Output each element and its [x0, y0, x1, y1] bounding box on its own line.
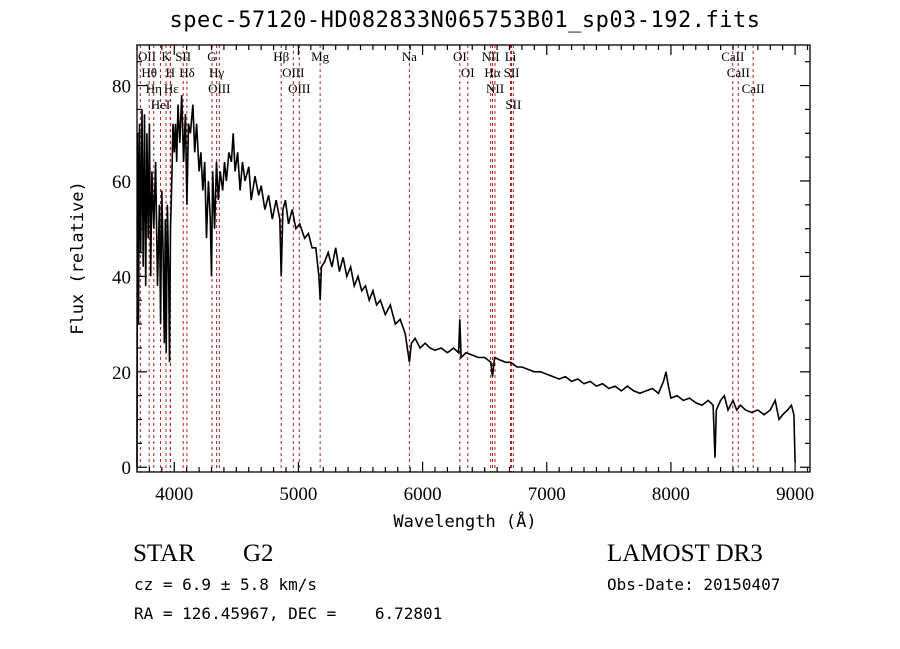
spectral-line-label: OII	[138, 49, 156, 64]
spectral-line-label: Hε	[164, 81, 179, 96]
spectral-line-label: CaII	[727, 65, 750, 80]
spectral-line-label: Hβ	[273, 49, 289, 64]
survey-name: LAMOST DR3	[607, 540, 763, 567]
spectral-line-label: G	[207, 49, 216, 64]
spectral-line-label: Hθ	[141, 65, 157, 80]
obs-date-text: Obs-Date: 20150407	[607, 575, 781, 594]
spectral-line-label: OI	[453, 49, 467, 64]
spectral-line-label: SII	[505, 97, 521, 112]
spectral-line-label: SII	[175, 49, 191, 64]
y-tick-label: 60	[112, 172, 131, 193]
redshift-text: cz = 6.9 ± 5.8 km/s	[134, 575, 318, 594]
spectral-line-label: Li	[505, 49, 517, 64]
spectral-line-label: Hα	[484, 65, 500, 80]
x-tick-label: 6000	[404, 484, 442, 505]
spectral-line-label: CaII	[742, 81, 765, 96]
spectral-line-label: SII	[504, 65, 520, 80]
spectral-line-label: Na	[402, 49, 417, 64]
x-tick-label: 7000	[528, 484, 566, 505]
spectral-line-label: OIII	[208, 81, 230, 96]
y-tick-label: 0	[122, 458, 132, 479]
spectral-line-label: NII	[482, 49, 500, 64]
spectral-line-label: HeI	[151, 97, 171, 112]
y-tick-label: 40	[112, 267, 131, 288]
spectral-line-label: Hδ	[179, 65, 195, 80]
x-tick-label: 5000	[279, 484, 317, 505]
spectral-line-label: H	[166, 65, 175, 80]
spectral-line-label: Hγ	[209, 65, 224, 80]
spectrum-series	[136, 95, 796, 468]
object-subclass: G2	[243, 540, 274, 567]
y-tick-label: 20	[112, 363, 131, 384]
y-axis-label: Flux (relative)	[68, 181, 88, 335]
spectral-line-markers	[139, 45, 754, 472]
x-tick-label: 8000	[652, 484, 690, 505]
x-tick-label: 9000	[776, 484, 814, 505]
x-axis-label: Wavelength (Å)	[393, 512, 537, 532]
chart-title: spec-57120-HD082833N065753B01_sp03-192.f…	[169, 8, 761, 33]
coordinates-text: RA = 126.45967, DEC = 6.72801	[134, 604, 443, 623]
axes: 4000 5000 6000 7000 8000 9000 0 20 40 60 80	[112, 44, 814, 505]
object-class: STAR	[133, 540, 195, 567]
spectral-line-label: Hη	[146, 81, 162, 96]
spectral-line-label: OI	[461, 65, 475, 80]
spectral-line-label: CaII	[721, 49, 744, 64]
x-tick-label: 4000	[155, 484, 193, 505]
y-tick-label: 80	[112, 77, 131, 98]
spectral-line-label: OIII	[282, 65, 304, 80]
spectral-line-label: NII	[486, 81, 504, 96]
spectral-line-label: K	[161, 49, 171, 64]
spectrum-line	[136, 95, 796, 468]
spectral-line-label: OIII	[288, 81, 310, 96]
spectral-line-label: Mg	[311, 49, 330, 64]
plot-frame	[136, 44, 811, 473]
